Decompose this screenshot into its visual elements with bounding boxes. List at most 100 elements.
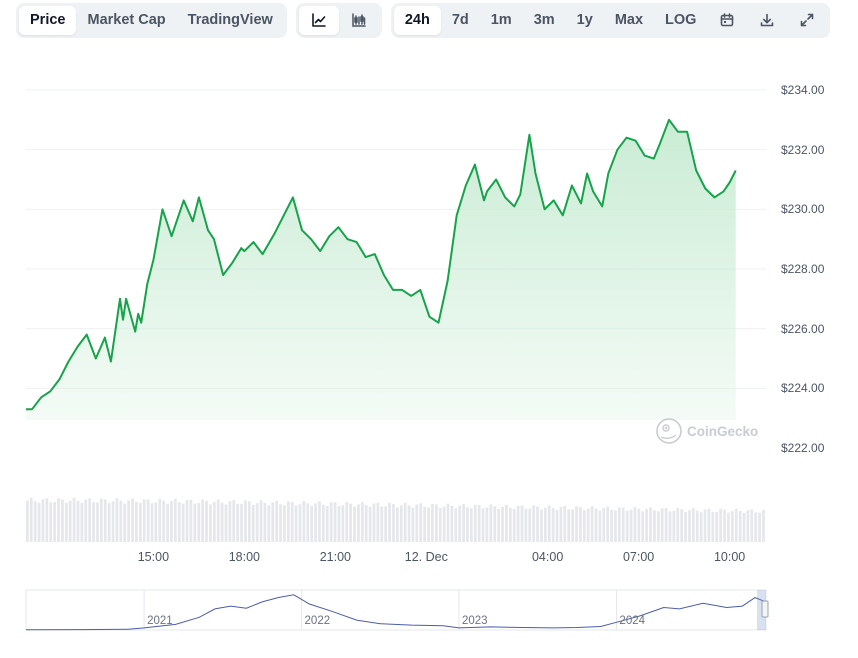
volume-bar [407, 505, 411, 542]
volume-bar [220, 502, 224, 542]
volume-bar [559, 506, 563, 542]
x-tick-label: 07:00 [622, 550, 655, 564]
tab-market-cap[interactable]: Market Cap [87, 12, 166, 28]
volume-bar [438, 507, 442, 542]
y-tick-label: $230.00 [781, 202, 825, 217]
volume-bar [372, 503, 376, 542]
volume-bar [166, 503, 169, 542]
volume-bar [746, 510, 750, 542]
volume-bar [454, 508, 458, 542]
volume-bar [107, 503, 111, 542]
volume-bar [403, 502, 407, 542]
range-24h[interactable]: 24h [393, 5, 441, 35]
navigator-chart[interactable] [0, 588, 858, 634]
volume-bar [598, 510, 602, 542]
volume-bar [135, 502, 138, 542]
volume-bar [653, 510, 656, 542]
volume-bar [45, 498, 49, 542]
volume-bar [142, 499, 146, 542]
navigator-handle[interactable] [761, 600, 769, 618]
volume-bar [586, 508, 590, 542]
volume-bar [205, 500, 208, 542]
volume-bar [360, 502, 364, 542]
coingecko-watermark: CoinGecko [656, 418, 758, 444]
volume-bar [532, 505, 536, 542]
volume-bar [271, 502, 275, 542]
volume-bar [730, 511, 734, 542]
range-1y[interactable]: 1y [576, 12, 593, 28]
volume-bar [298, 504, 302, 542]
x-tick-label: 18:00 [228, 550, 260, 564]
volume-bar [544, 507, 547, 542]
line-chart-button[interactable] [298, 5, 339, 35]
volume-chart [26, 497, 765, 542]
volume-bar [41, 499, 45, 542]
volume-bar [610, 509, 613, 542]
volume-bar [621, 507, 625, 542]
tab-tradingview[interactable]: TradingView [187, 12, 273, 28]
volume-bar [555, 509, 559, 542]
volume-bar [579, 507, 582, 542]
volume-bar [310, 506, 314, 542]
price-chart[interactable] [0, 0, 858, 420]
volume-bar [201, 499, 204, 542]
x-tick-label: 21:00 [319, 550, 351, 564]
volume-bar [505, 504, 508, 542]
range-3m[interactable]: 3m [533, 12, 555, 28]
volume-bar [388, 502, 391, 542]
volume-bar [540, 509, 543, 542]
volume-bar [481, 508, 485, 542]
volume-bar [68, 500, 72, 542]
volume-bar [493, 506, 497, 542]
volume-bar [707, 508, 711, 542]
volume-bar [322, 504, 325, 542]
volume-bar [290, 501, 294, 542]
volume-bar [563, 506, 567, 542]
volume-bar [536, 506, 539, 542]
volume-bar [668, 511, 672, 542]
volume-bar [96, 502, 99, 542]
volume-bar [489, 504, 493, 542]
navigator-tick-label: 2023 [461, 615, 488, 627]
volume-bar [641, 511, 645, 542]
volume-bar [602, 508, 606, 542]
line-chart-icon [312, 13, 326, 27]
volume-bar [146, 499, 150, 542]
volume-bar [715, 511, 719, 542]
volume-bar [357, 504, 360, 542]
volume-bar [396, 507, 399, 542]
range-7d[interactable]: 7d [451, 12, 469, 28]
range-group: 24h 7d 1m 3m 1y Max LOG [390, 2, 831, 38]
tab-price[interactable]: Price [19, 5, 77, 35]
x-tick-label: 04:00 [531, 550, 564, 564]
range-max[interactable]: Max [614, 12, 644, 28]
candlestick-icon [352, 13, 366, 27]
calendar-button[interactable] [707, 6, 747, 35]
range-1m[interactable]: 1m [490, 12, 512, 28]
volume-bar [53, 502, 56, 542]
volume-bar [524, 508, 528, 542]
volume-bar [318, 501, 321, 542]
volume-bar [376, 502, 380, 542]
log-toggle[interactable]: LOG [665, 12, 697, 28]
volume-bar [244, 500, 247, 542]
volume-bar [33, 501, 37, 542]
volume-bar [384, 506, 388, 542]
volume-bar [606, 506, 610, 542]
volume-bar [61, 499, 64, 542]
download-button[interactable] [747, 6, 787, 35]
volume-bar [228, 501, 232, 542]
volume-bar [594, 508, 598, 542]
volume-bar [333, 502, 337, 542]
watermark-text: CoinGecko [687, 423, 759, 439]
volume-bar [111, 501, 115, 542]
volume-bar [232, 500, 236, 542]
x-tick-label: 15:00 [137, 550, 170, 564]
candlestick-button[interactable] [339, 6, 379, 35]
volume-bar [625, 510, 629, 542]
volume-bar [314, 503, 317, 542]
volume-bar [162, 500, 166, 542]
volume-bar [263, 502, 267, 542]
fullscreen-button[interactable] [787, 6, 827, 35]
volume-bar [349, 503, 352, 542]
